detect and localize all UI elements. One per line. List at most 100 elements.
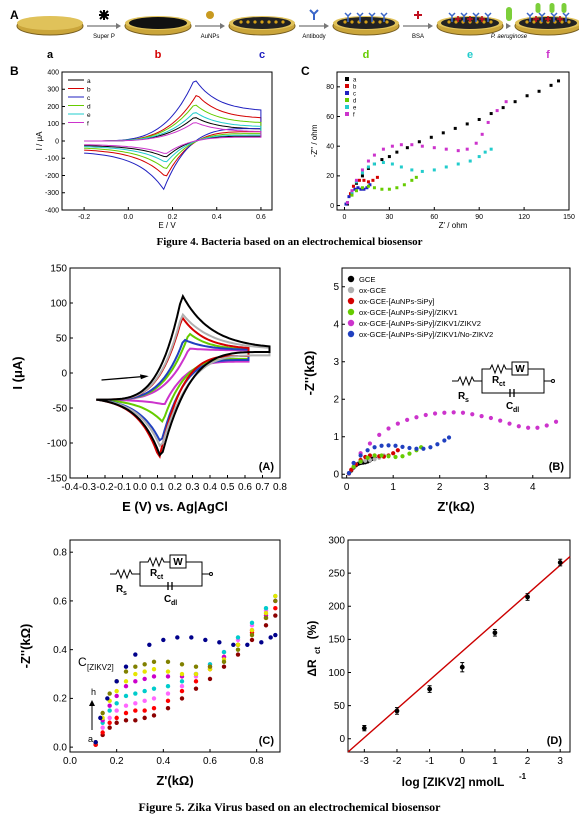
data-point-7 <box>93 740 98 745</box>
data-point-7 <box>123 664 129 669</box>
legend-marker-f <box>345 112 349 116</box>
y-axis-label-group: ΔR ct (%) <box>305 621 322 677</box>
plot-frame <box>336 71 570 211</box>
data-point-0 <box>179 696 185 701</box>
conc-bottom-letter: a <box>88 734 93 744</box>
data-point <box>365 455 370 460</box>
electrode-top <box>17 16 83 30</box>
data-point <box>442 438 447 443</box>
y-axis-label-sub: ct <box>313 647 322 654</box>
aunp-dot <box>246 20 250 24</box>
data-point-e <box>381 161 385 165</box>
x-tick-label: 0.7 <box>256 482 270 493</box>
legend-label-d: d <box>87 104 91 111</box>
figure4-panel-a: A a b c d e f Super P AuNPs Antibody BSA P. aerugi… <box>0 0 579 62</box>
electrode-step-e <box>436 12 504 36</box>
data-point-d <box>354 189 358 193</box>
bacterium-icon <box>506 7 512 21</box>
data-point-d <box>414 175 418 179</box>
data-point-a <box>380 158 384 162</box>
y-axis-label: -Z''(kΩ) <box>18 624 33 669</box>
data-point <box>346 471 352 476</box>
antibody-mark <box>472 12 480 22</box>
x-tick-label: 0.4 <box>212 214 222 221</box>
data-point-a <box>489 112 493 116</box>
electrode-step-a <box>16 16 84 36</box>
scan-arrow-head <box>140 374 149 380</box>
data-point <box>535 425 540 430</box>
data-point-d <box>402 183 406 187</box>
y-tick-label: 1 <box>333 432 339 443</box>
x-tick-label: -3 <box>360 756 369 767</box>
data-point-f <box>465 147 469 151</box>
legend-marker <box>347 319 355 327</box>
legend-label-b: b <box>353 85 357 91</box>
data-point-b <box>357 178 361 182</box>
data-point-2 <box>142 698 147 704</box>
x-tick-label: -0.4 <box>61 482 79 493</box>
data-point-f <box>480 132 484 136</box>
data-point-0 <box>114 720 119 725</box>
antibody-mark <box>484 12 492 22</box>
data-point-1 <box>151 705 157 711</box>
data-point-2 <box>165 691 171 696</box>
rct-label: R <box>150 568 158 579</box>
y-tick-label: -300 <box>45 190 59 197</box>
data-point-f <box>420 144 424 148</box>
data-point-f <box>504 100 508 104</box>
data-point-a <box>441 131 445 135</box>
data-point-f <box>486 120 490 124</box>
y-tick-label: 50 <box>56 333 68 344</box>
aunp-dot <box>267 20 271 24</box>
y-tick-label: 400 <box>47 69 59 76</box>
bsa-mark <box>533 16 539 22</box>
arrow-head <box>220 23 225 29</box>
arrow-head <box>506 23 511 29</box>
data-point-4 <box>114 693 119 699</box>
legend-label-e: e <box>353 106 357 112</box>
electrode-step-c <box>228 16 296 36</box>
aunp-icon <box>206 11 214 19</box>
data-point-3 <box>165 684 171 689</box>
data-point <box>442 410 447 415</box>
rs-label: R <box>116 584 124 595</box>
data-point-a <box>453 126 457 130</box>
aunp-dot <box>274 20 278 24</box>
legend-marker <box>347 308 355 316</box>
bsa-mark <box>467 16 473 22</box>
data-point-7 <box>203 637 208 643</box>
biosensor-assembly-schematic: A a b c d e f Super P AuNPs Antibody BSA P. aerugi… <box>10 3 579 61</box>
figure4-caption: Figure 4. Bacteria based on an electroch… <box>156 236 423 248</box>
y-tick-label: 80 <box>326 84 334 91</box>
x-tick-label: 1 <box>492 756 498 767</box>
data-point-6 <box>207 664 213 669</box>
y-tick-label: 50 <box>334 701 346 712</box>
data-point-d <box>395 186 399 190</box>
data-point <box>516 424 521 429</box>
legend-label-e: e <box>87 112 91 119</box>
step-letter-a: a <box>47 49 54 61</box>
x-tick-label: 2 <box>437 482 443 493</box>
y-tick-label: 0 <box>330 203 334 210</box>
data-point-5 <box>123 679 129 684</box>
data-point-b <box>351 184 355 188</box>
y-tick-label: 0.0 <box>53 742 67 753</box>
data-point-a <box>513 100 517 104</box>
eis-chart-fig5b: 0 1 2 3 4 0 1 2 3 4 5 (B) Z'(kΩ) -Z''(kΩ) GCE ox-GCE ox-… <box>302 267 571 514</box>
data-point-5 <box>142 669 147 674</box>
y-tick-label: -100 <box>47 438 67 449</box>
data-point <box>423 412 428 418</box>
aunp-dot <box>447 20 451 24</box>
data-point-4 <box>123 684 129 689</box>
x-tick-label: 0.8 <box>273 482 287 493</box>
data-point-a <box>395 150 399 154</box>
data-point <box>451 410 456 415</box>
data-point-e <box>483 150 487 154</box>
data-point <box>358 459 363 464</box>
data-point-6 <box>142 662 147 667</box>
data-point <box>377 432 382 437</box>
data-point-6 <box>221 659 227 665</box>
x-tick-label: -1 <box>425 756 434 767</box>
step-letter-c: c <box>259 49 265 61</box>
y-tick-label: -50 <box>53 403 68 414</box>
